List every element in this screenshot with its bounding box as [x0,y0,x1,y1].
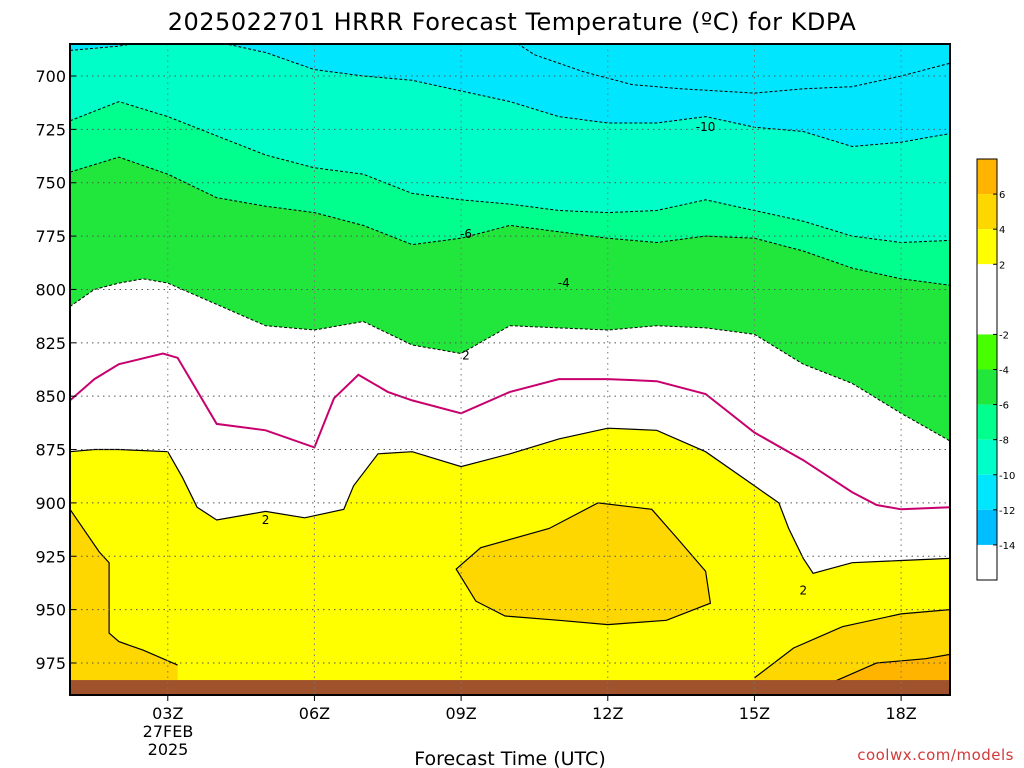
y-tick-label: 875 [35,441,66,460]
colorbar-tick-label: -14 [999,541,1015,552]
date-label-day: 27FEB [143,722,194,741]
contour-label: 2 [800,583,808,597]
contour-line-0-line [70,352,950,511]
colorbar-tick-label: -4 [999,366,1009,377]
chart-title: 2025022701 HRRR Forecast Temperature (ºC… [168,8,857,36]
contour-label: -6 [460,227,472,241]
contour-line-4 [70,508,178,666]
contour-line-2 [70,427,950,574]
contour-line--8 [70,101,950,244]
colorbar-swatch [977,264,997,335]
x-axis-ticks: 03Z 06Z 09Z 12Z 15Z 18Z [152,695,917,723]
contour-label: -4 [558,276,570,290]
colorbar-swatch [977,369,997,405]
contour-line-4-center [455,502,712,626]
y-tick-label: 775 [35,227,66,246]
grid-lines [70,44,950,695]
colorbar-swatch [977,159,997,195]
contour-label: 2 [262,513,270,527]
y-tick-label: 975 [35,654,66,673]
colorbar-tick-label: 4 [999,225,1005,236]
band-4-center [456,502,711,625]
colorbar-swatch [977,439,997,475]
y-tick-label: 800 [35,280,66,299]
y-axis-ticks: 700 725 750 775 800 825 850 875 900 925 950 975 [35,67,76,673]
colorbar-swatch [977,194,997,230]
contour-label: 2 [462,349,470,363]
x-tick-label: 03Z [152,704,183,723]
x-tick-label: 15Z [739,704,770,723]
colorbar-tick-label: 2 [999,260,1005,271]
colorbar-swatch [977,474,997,510]
x-axis-label: Forecast Time (UTC) [414,748,605,768]
contour-line-cold--12 [517,44,950,94]
y-tick-label: 925 [35,547,66,566]
plot-frame [69,43,951,696]
band-4 [70,509,178,695]
colorbar-swatch [977,509,997,545]
contour-label: -10 [696,120,716,134]
y-tick-label: 850 [35,387,66,406]
colorbar-tick-label: -2 [999,330,1009,341]
colorbar-tick-label: -10 [999,471,1015,482]
y-tick-label: 700 [35,67,66,86]
colorbar-swatch [977,229,997,265]
x-tick-label: 18Z [885,704,916,723]
credit-text: coolwx.com/models [857,746,1014,764]
y-tick-label: 725 [35,120,66,139]
contour-line--6 [70,156,950,286]
y-tick-label: 750 [35,174,66,193]
x-tick-label: 09Z [445,704,476,723]
ground-fill [70,680,950,695]
y-tick-label: 950 [35,601,66,620]
colorbar-tick-label: 6 [999,190,1005,201]
x-tick-label: 12Z [592,704,623,723]
colorbar-tick-label: -6 [999,401,1009,412]
colorbar-tick-label: -8 [999,436,1009,447]
contour-line--10 [70,44,950,148]
colorbar-swatch [977,334,997,370]
colorbar-swatch [977,404,997,440]
date-label-year: 2025 [148,740,189,759]
colorbar-tick-label: -12 [999,506,1015,517]
y-tick-label: 825 [35,334,66,353]
plot-area [70,44,950,695]
x-tick-label: 06Z [299,704,330,723]
contour-line-4-right [754,609,950,679]
colorbar: 6 4 2 -2 -4 -6 -8 -10 -12 -14 [976,158,1015,581]
y-tick-label: 900 [35,494,66,513]
contour-labels: -10 -6 -4 2 2 2 [262,120,807,597]
